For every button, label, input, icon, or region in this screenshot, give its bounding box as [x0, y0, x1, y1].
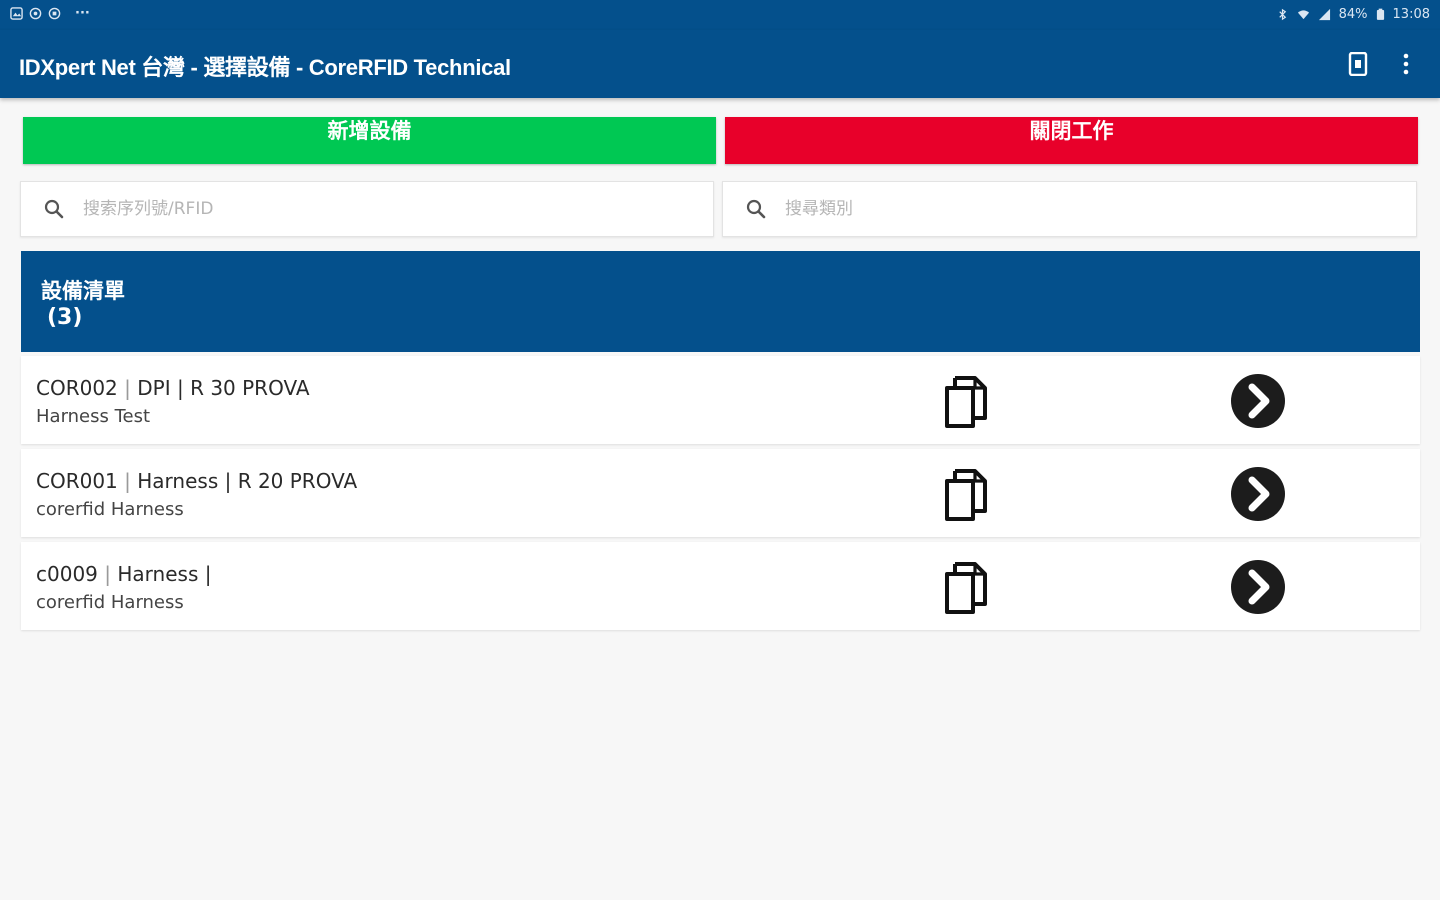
- open-equipment-button[interactable]: [1229, 465, 1287, 523]
- equipment-row[interactable]: c0009 | Harness | corerfid Harness: [21, 542, 1420, 630]
- copy-icon: [945, 562, 987, 614]
- equipment-list-header: 設備清單 (3): [21, 251, 1420, 352]
- equipment-subtitle: corerfid Harness: [36, 592, 184, 613]
- equipment-list-title: 設備清單: [41, 279, 125, 303]
- equipment-count: (3): [47, 305, 83, 330]
- equipment-title: c0009 | Harness |: [36, 562, 211, 586]
- separator: |: [124, 469, 131, 493]
- copy-icon: [945, 469, 987, 521]
- separator: |: [124, 376, 131, 400]
- copy-button[interactable]: [937, 467, 991, 523]
- status-left: ···: [10, 6, 90, 21]
- copy-icon: [945, 376, 987, 428]
- serial-search-box: [20, 181, 714, 237]
- equipment-details: Harness | R 20 PROVA: [137, 469, 358, 493]
- nfc-button[interactable]: [1342, 48, 1374, 80]
- more-vert-icon: [1403, 53, 1409, 75]
- copy-button[interactable]: [937, 560, 991, 616]
- equipment-code: COR001: [36, 469, 118, 493]
- serial-rfid-search-input[interactable]: [81, 198, 645, 220]
- status-bar: ··· 84% 13:08: [0, 0, 1440, 30]
- equipment-row[interactable]: COR002 | DPI | R 30 PROVA Harness Test: [21, 356, 1420, 444]
- equipment-code: COR002: [36, 376, 118, 400]
- app-title: IDXpert Net 台灣 - 選擇設備 - CoreRFID Technic…: [19, 55, 511, 80]
- equipment-subtitle: corerfid Harness: [36, 499, 184, 520]
- clock: 13:08: [1392, 7, 1430, 22]
- equipment-title: COR001 | Harness | R 20 PROVA: [36, 469, 357, 493]
- gallery-icon: [10, 7, 23, 20]
- battery-icon: [1376, 8, 1384, 20]
- equipment-details: Harness |: [117, 562, 212, 586]
- equipment-subtitle: Harness Test: [36, 406, 151, 427]
- chevron-right-circle-icon: [1231, 560, 1285, 614]
- app-bar: IDXpert Net 台灣 - 選擇設備 - CoreRFID Technic…: [0, 30, 1440, 98]
- category-search-input[interactable]: [783, 198, 1347, 220]
- separator: |: [104, 562, 112, 586]
- copy-button[interactable]: [937, 374, 991, 430]
- nfc-icon: [1348, 52, 1368, 76]
- search-icon: [745, 198, 767, 220]
- search-icon: [43, 198, 65, 220]
- signal-icon: [1318, 8, 1330, 21]
- open-equipment-button[interactable]: [1229, 372, 1287, 430]
- close-job-button[interactable]: 關閉工作: [725, 117, 1418, 164]
- equipment-code: c0009: [36, 562, 98, 586]
- open-equipment-button[interactable]: [1229, 558, 1287, 616]
- equipment-details: DPI | R 30 PROVA: [137, 376, 310, 400]
- chevron-right-circle-icon: [1231, 467, 1285, 521]
- status-right: 84% 13:08: [1276, 7, 1430, 22]
- app-icon-2: [48, 7, 61, 20]
- app-icon-1: [29, 7, 42, 20]
- equipment-title: COR002 | DPI | R 30 PROVA: [36, 376, 310, 400]
- battery-percent: 84%: [1338, 7, 1368, 22]
- bluetooth-icon: [1278, 8, 1286, 21]
- category-search-box: [722, 181, 1417, 237]
- chevron-right-circle-icon: [1231, 374, 1285, 428]
- wifi-icon: [1297, 10, 1309, 20]
- more-options-button[interactable]: [1390, 48, 1422, 80]
- status-more: ···: [75, 6, 90, 21]
- add-equipment-button[interactable]: 新增設備: [23, 117, 716, 164]
- equipment-row[interactable]: COR001 | Harness | R 20 PROVA corerfid H…: [21, 449, 1420, 537]
